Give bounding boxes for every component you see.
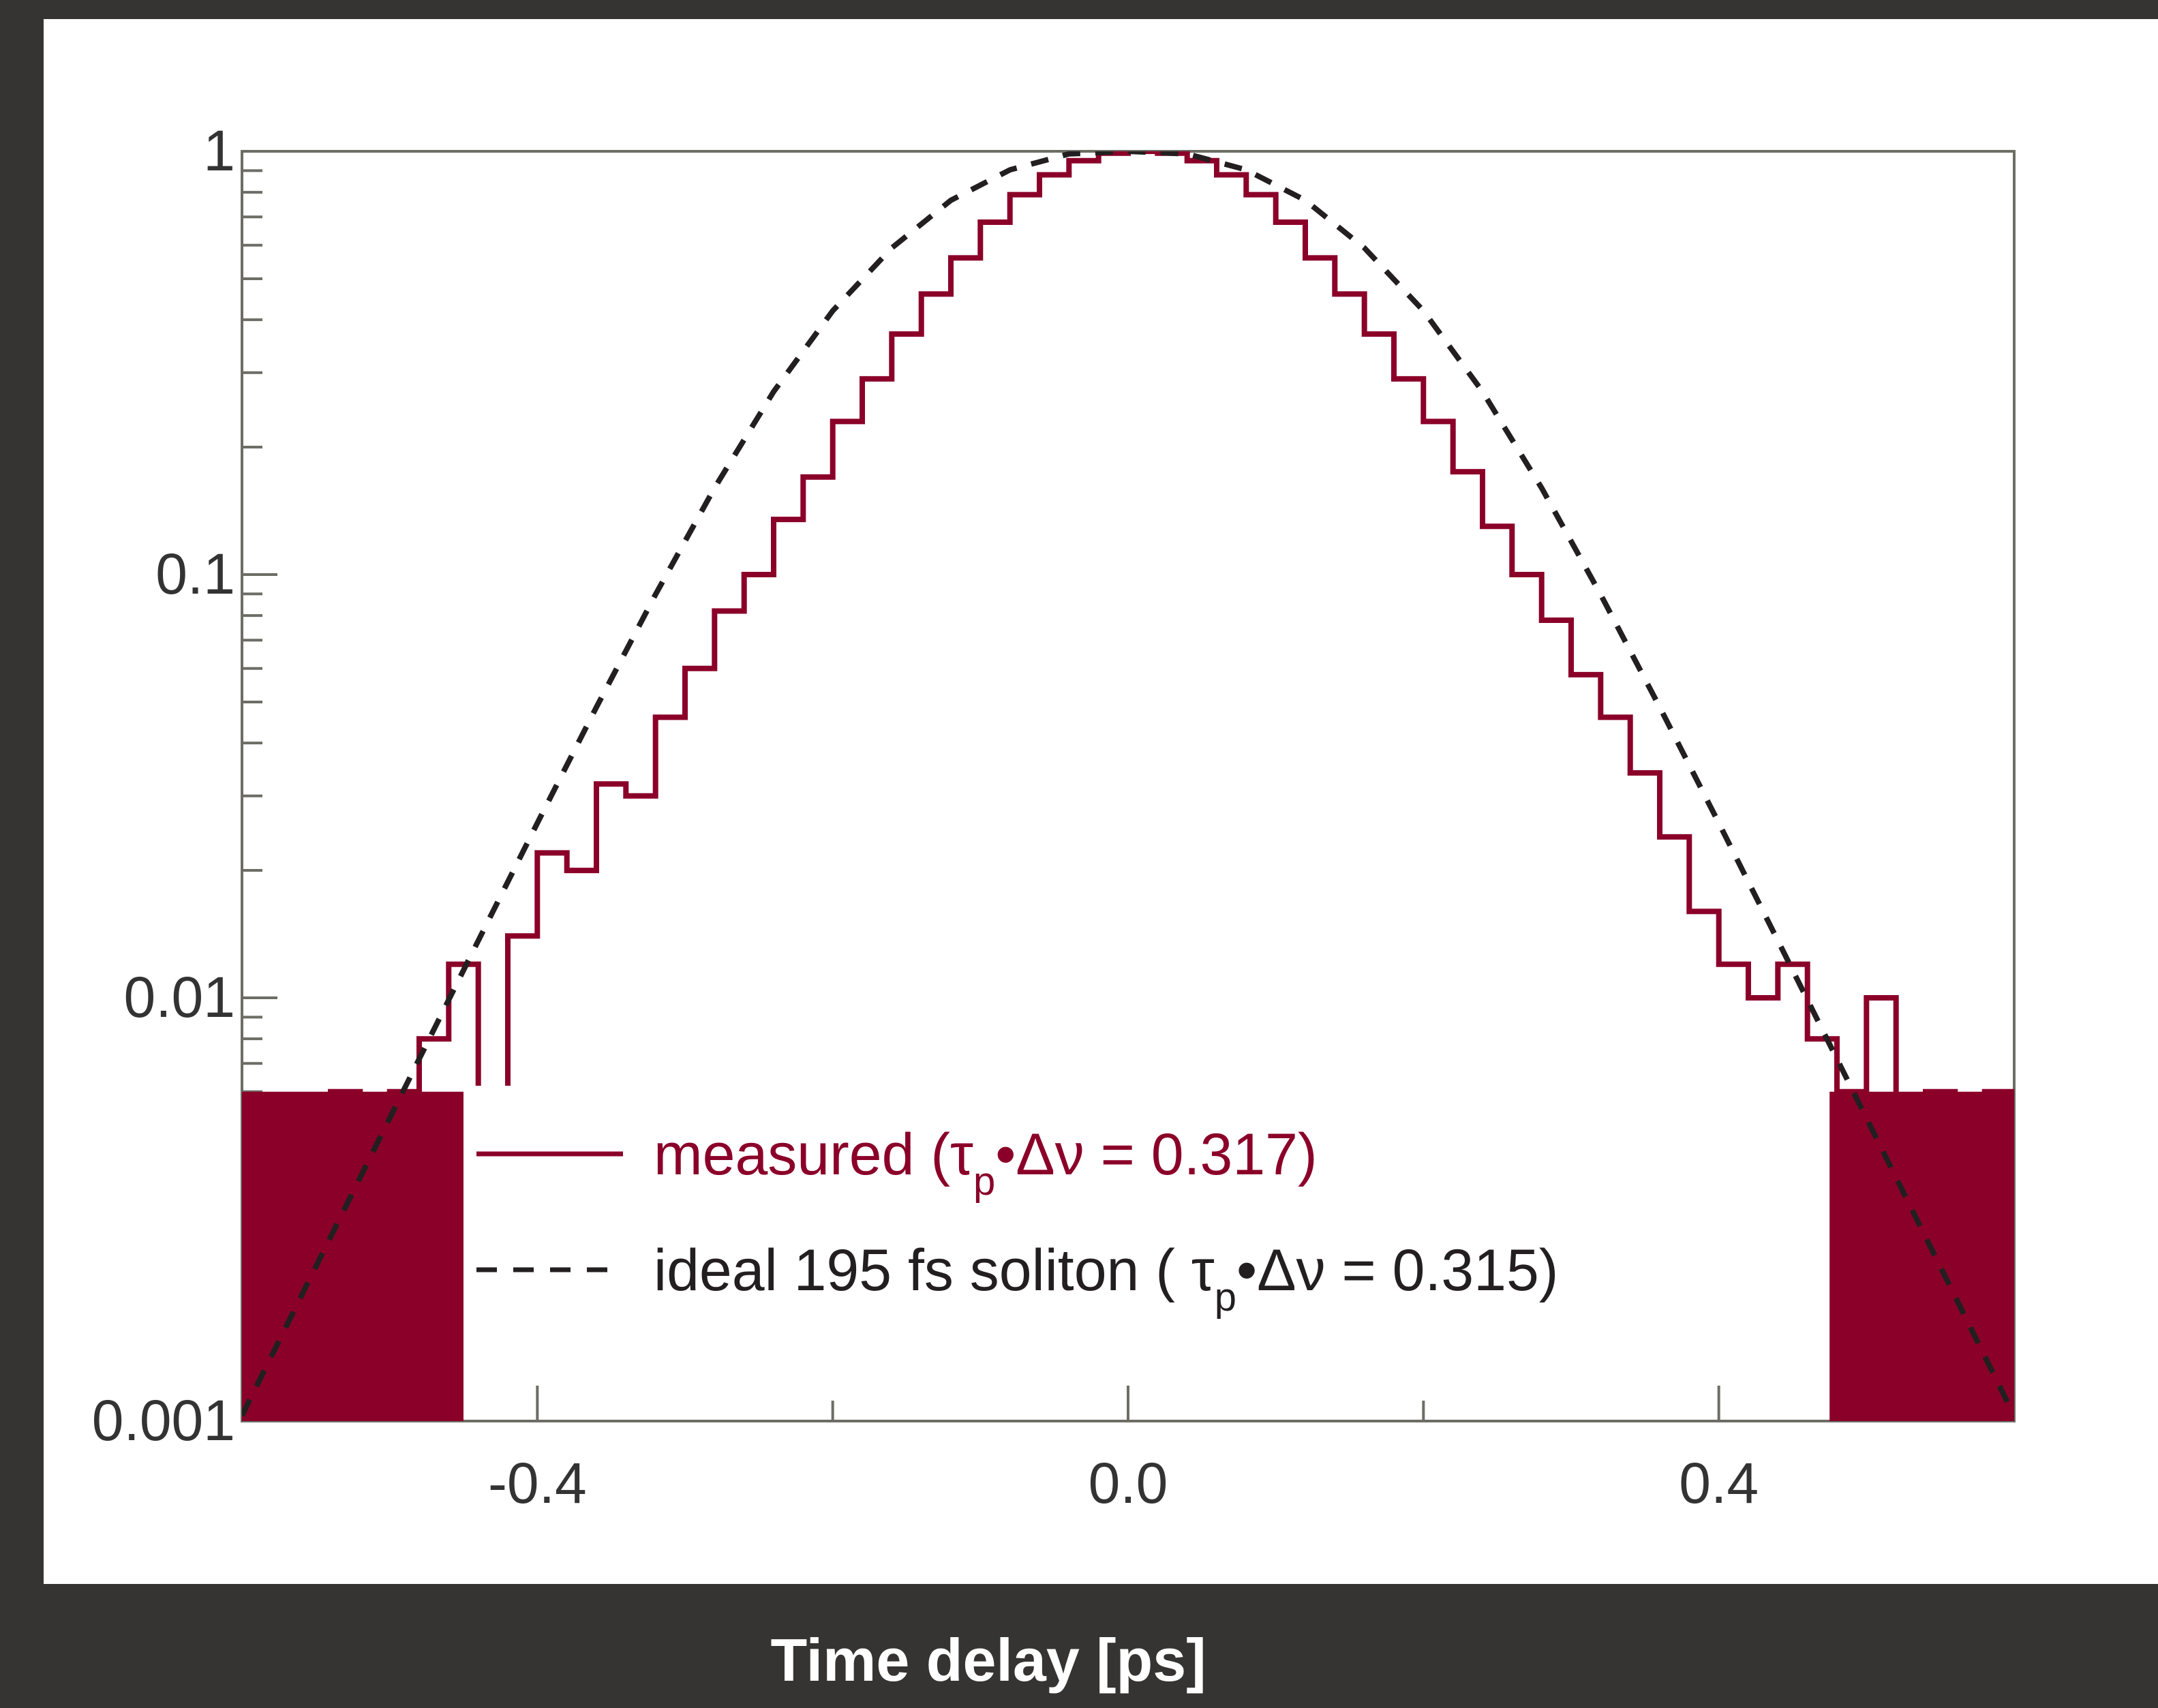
legend: measured (τp•Δν = 0.317)ideal 195 fs sol… [470, 1086, 1806, 1320]
measured-noise-band [242, 1091, 463, 1421]
legend-measured-post: •Δν = 0.317) [995, 1122, 1317, 1187]
legend-measured-label: measured (τp•Δν = 0.317) [654, 1122, 1318, 1204]
y-tick-label: 0.01 [124, 965, 236, 1029]
x-tick-label: 0.4 [1679, 1451, 1759, 1515]
x-tick-label: 0.0 [1089, 1451, 1168, 1515]
y-tick-label: 1 [203, 119, 235, 183]
legend-background [470, 1086, 1806, 1317]
series-layer [242, 151, 2014, 1421]
x-tick-label: -0.4 [488, 1451, 587, 1515]
legend-measured-sub: p [973, 1159, 995, 1204]
y-tick-label: 0.1 [155, 542, 235, 606]
axes: 0.001 0.01 0.1 1 -0.4 0.0 0.4 [92, 119, 2016, 1515]
y-tick-label: 0.001 [92, 1388, 235, 1452]
legend-ideal-post: •Δν = 0.315) [1236, 1238, 1558, 1303]
legend-ideal-pre: ideal 195 fs soliton ( τ [654, 1238, 1215, 1303]
ideal-series-line [242, 151, 2014, 1417]
measured-series-line [242, 151, 2014, 1421]
legend-ideal-label: ideal 195 fs soliton ( τp•Δν = 0.315) [654, 1238, 1558, 1320]
legend-measured-pre: measured (τ [654, 1122, 973, 1187]
legend-ideal-sub: p [1215, 1275, 1236, 1320]
x-axis-label: Time delay [ps] [770, 1626, 1206, 1694]
chart-panel: 0.001 0.01 0.1 1 -0.4 0.0 0.4 measured (τp•Δν … [44, 19, 2158, 1584]
